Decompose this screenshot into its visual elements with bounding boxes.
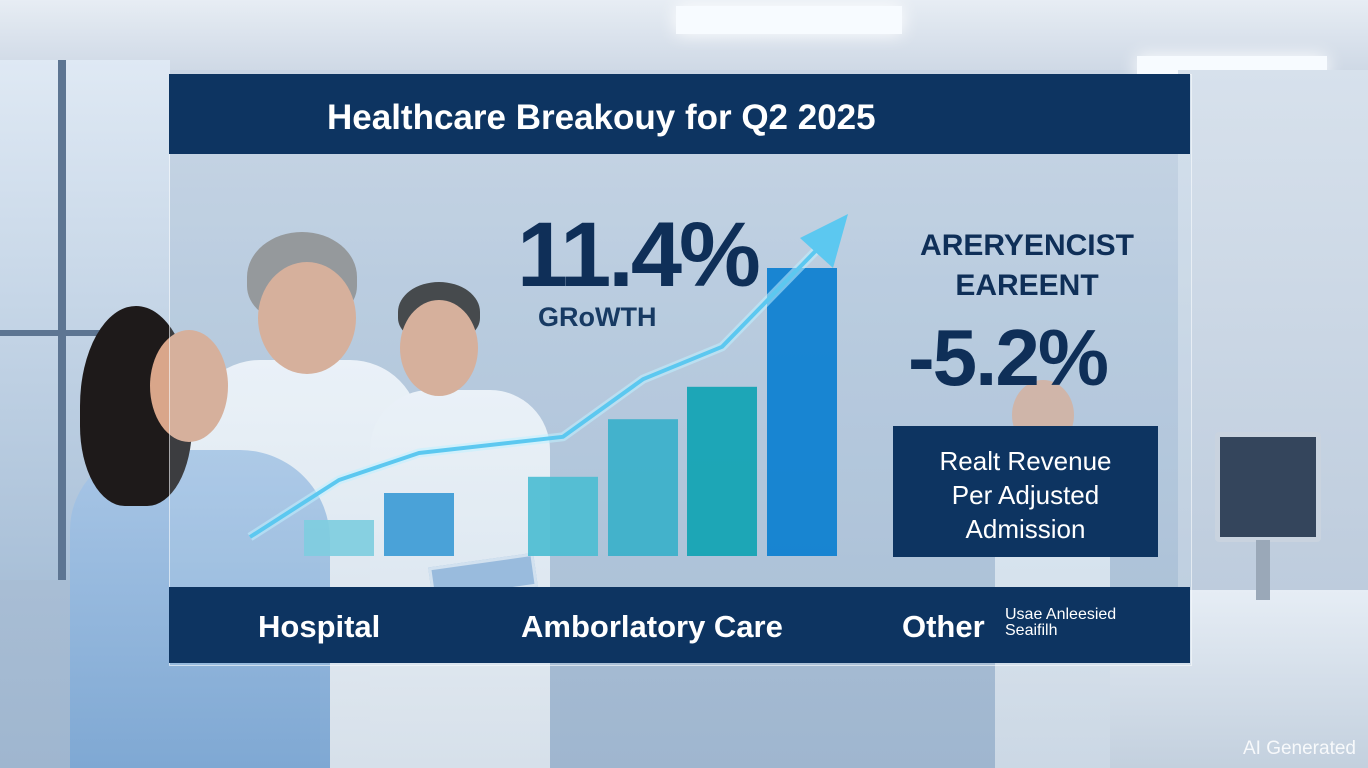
watermark: AI Generated	[1242, 738, 1356, 759]
chart-title: Healthcare Breakouy for Q2 2025	[327, 98, 876, 137]
bar	[767, 268, 837, 556]
infographic-panel	[169, 74, 1192, 666]
bar	[608, 419, 678, 556]
info-box-line1: Realt Revenue	[939, 446, 1112, 476]
face	[150, 330, 228, 442]
trend-line	[248, 226, 840, 539]
bar	[687, 386, 757, 556]
growth-label: GRoWTH	[538, 302, 657, 332]
info-box: Realt Revenue Per Adjusted Admission	[893, 426, 1158, 557]
face	[258, 262, 356, 374]
bar	[384, 493, 454, 556]
bar	[304, 520, 374, 556]
category-other-note-line1: Usae Anleesied	[1005, 606, 1117, 623]
category-other: Other	[902, 609, 985, 644]
metric-value: -5.2%	[908, 313, 1109, 402]
category-other-note: Usae Anleesied Seaifilh	[1005, 607, 1116, 639]
computer-monitor	[1215, 432, 1321, 542]
info-box-text: Realt Revenue Per Adjusted Admission	[893, 444, 1158, 546]
ceiling-light	[676, 6, 902, 34]
metric-title-line2: EAREENT	[955, 269, 1099, 302]
category-bar: Hospital Amborlatory Care Other Usae Anl…	[169, 587, 1190, 663]
face	[400, 300, 478, 396]
metric-title: ARERYENCIST EAREENT	[913, 226, 1141, 306]
window-frame	[58, 60, 66, 580]
info-box-line3: Admission	[965, 514, 1086, 544]
category-ambulatory-care: Amborlatory Care	[521, 609, 783, 644]
category-hospital: Hospital	[258, 609, 381, 644]
monitor-stand	[1256, 540, 1270, 600]
metric-title-line1: ARERYENCIST	[920, 229, 1134, 262]
growth-value: 11.4%	[517, 204, 761, 306]
category-other-note-line2: Seaifilh	[1005, 622, 1058, 639]
trend-arrowhead	[800, 214, 848, 268]
window-frame	[0, 330, 170, 336]
title-bar: Healthcare Breakouy for Q2 2025	[169, 74, 1190, 154]
bar	[528, 476, 598, 556]
info-box-line2: Per Adjusted	[951, 480, 1100, 510]
